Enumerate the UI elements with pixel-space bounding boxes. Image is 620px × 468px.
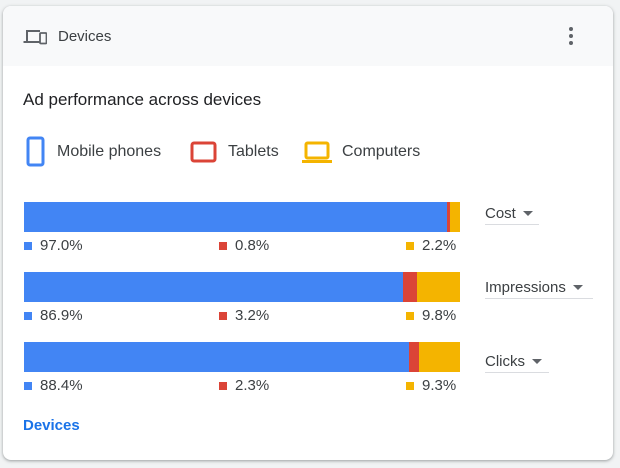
metric-label: Clicks: [485, 352, 525, 370]
stacked-bar-cost: [24, 202, 460, 232]
metric-label: Cost: [485, 204, 516, 222]
metric-dropdown-cost[interactable]: Cost: [485, 202, 539, 225]
more-vert-icon[interactable]: [559, 24, 583, 48]
value-label-computers: 9.8%: [406, 307, 456, 324]
stacked-bar-clicks: [24, 342, 460, 372]
metric-dropdown-clicks[interactable]: Clicks: [485, 350, 549, 373]
bar-segment-computers: [419, 342, 460, 372]
metric-dropdown-impressions[interactable]: Impressions: [485, 276, 593, 299]
value-label-computers: 9.3%: [406, 377, 456, 394]
bar-segment-mobile-phones: [24, 342, 410, 372]
bar-segment-mobile-phones: [24, 202, 447, 232]
legend-label: Mobile phones: [57, 143, 162, 160]
devices-icon: [23, 30, 47, 45]
value-label-mobile-phones: 97.0%: [24, 237, 83, 254]
bar-segment-tablets: [409, 342, 420, 372]
computer-icon: [302, 141, 332, 163]
value-label-tablets: 2.3%: [219, 377, 269, 394]
legend-label: Tablets: [228, 143, 279, 160]
bar-segment-tablets: [446, 202, 451, 232]
value-label-mobile-phones: 86.9%: [24, 307, 83, 324]
legend-item-tablets: Tablets: [190, 136, 279, 168]
arrow-drop-down-icon: [522, 210, 533, 216]
mobile-phone-icon: [26, 136, 45, 167]
devices-link[interactable]: Devices: [23, 417, 80, 434]
legend-item-mobile-phones: Mobile phones: [25, 136, 161, 168]
metric-label: Impressions: [485, 278, 566, 296]
arrow-drop-down-icon: [532, 358, 542, 364]
value-label-tablets: 0.8%: [219, 237, 269, 254]
value-label-tablets: 3.2%: [219, 307, 269, 324]
tablet-icon: [190, 141, 217, 163]
legend-label: Computers: [342, 143, 421, 160]
legend-item-computers: Computers: [302, 136, 420, 168]
bar-segment-computers: [450, 202, 460, 232]
stacked-bar-impressions: [24, 272, 460, 302]
section-title: Ad performance across devices: [23, 90, 262, 109]
card-title: Devices: [58, 28, 112, 45]
bar-segment-computers: [417, 272, 460, 302]
devices-card: Devices Ad performance across devices Mo…: [3, 6, 613, 460]
bar-segment-tablets: [403, 272, 418, 302]
card-header: Devices: [3, 6, 613, 66]
value-label-computers: 2.2%: [406, 237, 456, 254]
bar-segment-mobile-phones: [24, 272, 404, 302]
value-label-mobile-phones: 88.4%: [24, 377, 83, 394]
arrow-drop-down-icon: [572, 284, 583, 290]
